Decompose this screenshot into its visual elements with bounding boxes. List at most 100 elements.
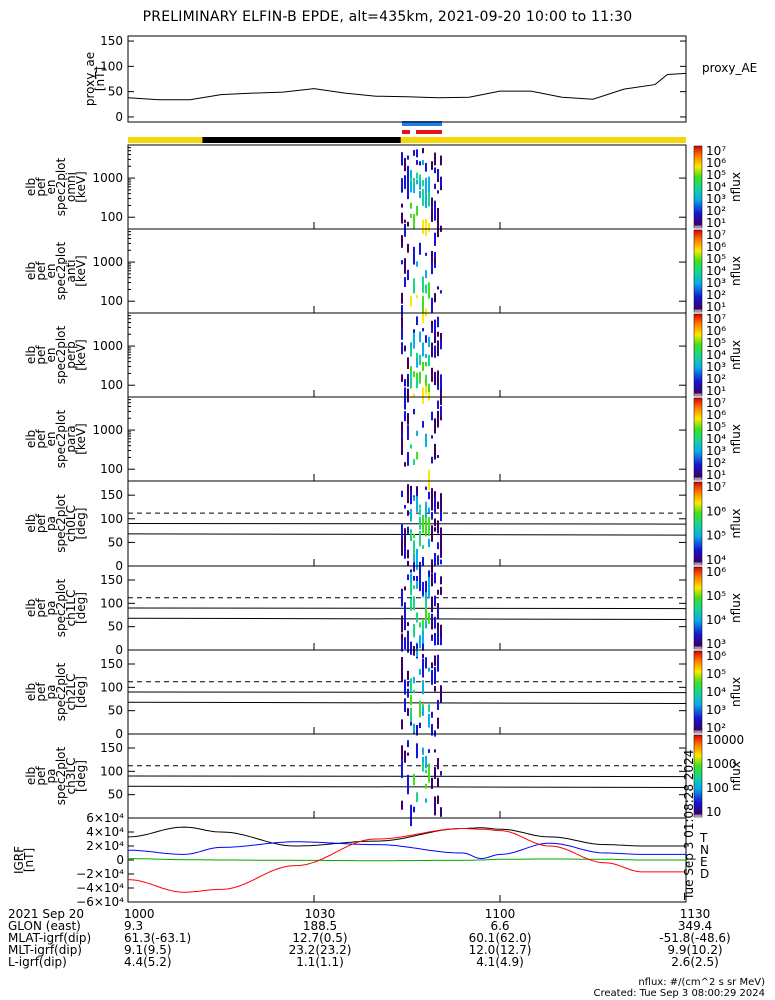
panel-5-spec-cell	[422, 559, 424, 567]
panel-2-spec-cell	[404, 258, 406, 274]
footer-row-label: L-igrf(dip)	[8, 955, 67, 969]
panel-4-spec-cell	[413, 408, 415, 415]
panel-6-spec-cell	[422, 620, 424, 627]
panel-4-spec-cell	[422, 421, 424, 428]
igrf-legend-D: D	[700, 867, 709, 881]
panel-5-spec-cell	[401, 524, 403, 535]
panel-5-spec-cell	[419, 504, 421, 508]
panel-7-colorbar	[693, 650, 703, 734]
coverage-bar-black	[202, 137, 401, 143]
panel-8-spec-cell	[437, 758, 439, 770]
panel-1-spec-cell	[413, 178, 415, 194]
panel-6-spec-cell	[416, 575, 418, 582]
panel-6-spec-cell	[413, 624, 415, 638]
panel-2-ytick-label: 100	[100, 294, 123, 308]
panel-8-spec-cell	[440, 771, 442, 776]
panel-7-spec-cell	[422, 680, 424, 695]
panel-6-spec-cell	[440, 624, 442, 639]
panel-8-spec-cell	[428, 767, 430, 783]
panel-5-spec-cell	[413, 562, 415, 572]
panel-3-spec-cell	[431, 367, 433, 382]
panel-2-spec-cell	[407, 243, 409, 253]
panel-2-spec-cell	[425, 284, 427, 294]
panel-5-colorbar-tick: 10⁵	[706, 529, 726, 543]
panel-7-spec-cell	[428, 667, 430, 672]
panel-6-spec-cell	[410, 641, 412, 655]
panel-5-spec-cell	[437, 522, 439, 531]
panel-2-spec-cell	[425, 252, 427, 256]
panel-1-spec-cell	[407, 155, 409, 160]
panel-6-ylabel-line: elb	[24, 599, 38, 617]
panel-6-spec-cell	[419, 622, 421, 628]
panel-7-spec-cell	[419, 722, 421, 729]
panel-2-colorbar-tick: 10⁶	[706, 240, 726, 254]
panel-8-spec-cell	[425, 755, 427, 769]
panel-0-ytick-label: 50	[108, 85, 123, 99]
panel-6-spec-cell	[404, 602, 406, 611]
panel-1-spec-cell	[422, 180, 424, 187]
panel-5-spec-cell	[428, 520, 430, 532]
panel-1-ylabel-line: en	[44, 180, 58, 195]
panel-2-spec-cell	[422, 296, 424, 314]
panel-3-colorbar-tick: 10⁵	[706, 336, 726, 350]
panel-8-spec-cell	[410, 804, 412, 814]
panel-8-spec-cell	[401, 800, 403, 810]
panel-8-ytick-label: 50	[108, 788, 123, 802]
panel-8-spec-cell	[413, 773, 415, 786]
panel-7-spec-cell	[434, 730, 436, 737]
panel-1-spec-cell	[401, 212, 403, 224]
panel-5-spec-cell	[434, 518, 436, 527]
panel-1-spec-cell	[422, 219, 424, 235]
panel-1-spec-cell	[422, 160, 424, 166]
panel-6-spec-cell	[437, 628, 439, 645]
panel-7-spec-cell	[410, 722, 412, 726]
footer-row-value: 1130	[680, 907, 711, 921]
panel-3-spec-cell	[425, 335, 427, 343]
panel-6-spec-cell	[425, 598, 427, 611]
footer-row-value: 349.4	[678, 919, 712, 933]
panel-3-spec-cell	[407, 378, 409, 384]
panel-5-solid-line	[127, 523, 687, 525]
panel-4-colorbar-tick: 10⁷	[706, 396, 726, 410]
panel-2-spec-cell	[401, 260, 403, 265]
panel-3-spec-cell	[437, 316, 439, 328]
panel-7-colorbar-label: nflux	[729, 677, 743, 707]
panel-6-spec-cell	[404, 637, 406, 650]
panel-7-spec-cell	[413, 689, 415, 694]
panel-2-colorbar-tick: 10⁷	[706, 228, 726, 242]
panel-6-spec-cell	[431, 613, 433, 620]
panel-6-spec-cell	[431, 618, 433, 630]
panel-5-spec-cell	[440, 559, 442, 565]
panel-1-spec-cell	[413, 178, 415, 185]
panel-8-colorbar-tick: 10000	[706, 733, 744, 747]
panel-2-spec-cell	[401, 235, 403, 248]
panel-1-spec-cell	[419, 190, 421, 199]
panel-1-spec-cell	[413, 213, 415, 229]
panel-1-spec-cell	[401, 152, 403, 166]
panel-4-colorbar-tick: 10⁵	[706, 420, 726, 434]
footer-row-value: 9.3	[124, 919, 143, 933]
igrf-line-E	[128, 858, 686, 862]
panel-4-spec-cell	[440, 406, 442, 417]
panel-6-colorbar-tick: 10⁴	[706, 613, 726, 627]
panel-1-colorbar-tick: 10¹	[706, 216, 726, 230]
panel-1-spec-cell	[425, 177, 427, 193]
panel-2-spec-cell	[413, 284, 415, 292]
panel-8-spec-cell	[425, 769, 427, 774]
panel-8-ylabel-line: pef	[34, 766, 48, 786]
panel-4-spec-cell	[431, 411, 433, 421]
panel-4-ylabel-line: elb	[24, 430, 38, 448]
panel-9-ylabel: IGRF[nT]	[12, 846, 36, 874]
panel-4-spec-cell	[407, 413, 409, 425]
panel-7-spec-cell	[401, 719, 403, 730]
panel-5-spec-cell	[440, 527, 442, 544]
panel-1-spec-cell	[416, 179, 418, 185]
panel-5-spec-cell	[404, 528, 406, 533]
panel-5-spec-cell	[410, 508, 412, 522]
panel-0-ylabel-line: [nT]	[93, 67, 107, 91]
panel-1-ylabel-line: omni	[64, 172, 78, 202]
panel-8-spec-cell	[413, 806, 415, 813]
panel-1-colorbar-tick: 10⁴	[706, 180, 726, 194]
panel-4-spec-cell	[401, 426, 403, 430]
